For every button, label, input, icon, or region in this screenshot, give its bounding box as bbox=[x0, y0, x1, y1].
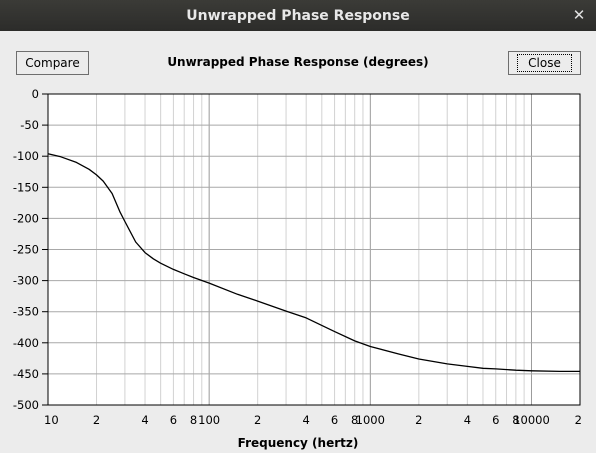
y-tick-label: -400 bbox=[13, 336, 39, 350]
x-tick-label: 2 bbox=[254, 413, 261, 427]
y-tick-label: -200 bbox=[13, 211, 39, 225]
x-tick-label: 6 bbox=[492, 413, 499, 427]
x-axis-label: Frequency (hertz) bbox=[237, 436, 359, 450]
y-tick-label: 0 bbox=[32, 87, 39, 101]
window-titlebar: Unwrapped Phase Response ✕ bbox=[0, 0, 596, 31]
y-tick-label: -350 bbox=[13, 305, 39, 319]
compare-button-label: Compare bbox=[25, 56, 80, 70]
x-tick-label: 6 bbox=[170, 413, 177, 427]
y-tick-label: -50 bbox=[20, 118, 39, 132]
x-tick-label: 2 bbox=[415, 413, 422, 427]
y-tick-label: -100 bbox=[13, 149, 39, 163]
x-tick-label: 10000 bbox=[513, 413, 550, 427]
close-button-label: Close bbox=[517, 54, 572, 72]
y-tick-label: -300 bbox=[13, 274, 39, 288]
y-tick-label: -250 bbox=[13, 243, 39, 257]
x-tick-label: 8 bbox=[190, 413, 197, 427]
y-tick-label: -450 bbox=[13, 367, 39, 381]
x-tick-label: 8 bbox=[512, 413, 519, 427]
y-tick-label: -500 bbox=[13, 398, 39, 412]
chart-title: Unwrapped Phase Response (degrees) bbox=[167, 55, 429, 69]
compare-button[interactable]: Compare bbox=[16, 51, 89, 75]
x-tick-label: 2 bbox=[575, 413, 582, 427]
x-tick-label: 6 bbox=[331, 413, 338, 427]
x-tick-label: 2 bbox=[93, 413, 100, 427]
phase-series-line bbox=[47, 153, 580, 373]
y-tick-label: -150 bbox=[13, 180, 39, 194]
window-close-icon[interactable]: ✕ bbox=[572, 6, 586, 24]
window-title: Unwrapped Phase Response bbox=[186, 7, 410, 24]
x-tick-label: 4 bbox=[464, 413, 471, 427]
x-tick-label: 1000 bbox=[356, 413, 385, 427]
x-tick-label: 4 bbox=[303, 413, 310, 427]
close-button[interactable]: Close bbox=[508, 51, 581, 75]
x-tick-label: 8 bbox=[351, 413, 358, 427]
x-tick-label: 100 bbox=[198, 413, 220, 427]
x-tick-label: 4 bbox=[141, 413, 148, 427]
x-tick-label: 10 bbox=[44, 413, 59, 427]
